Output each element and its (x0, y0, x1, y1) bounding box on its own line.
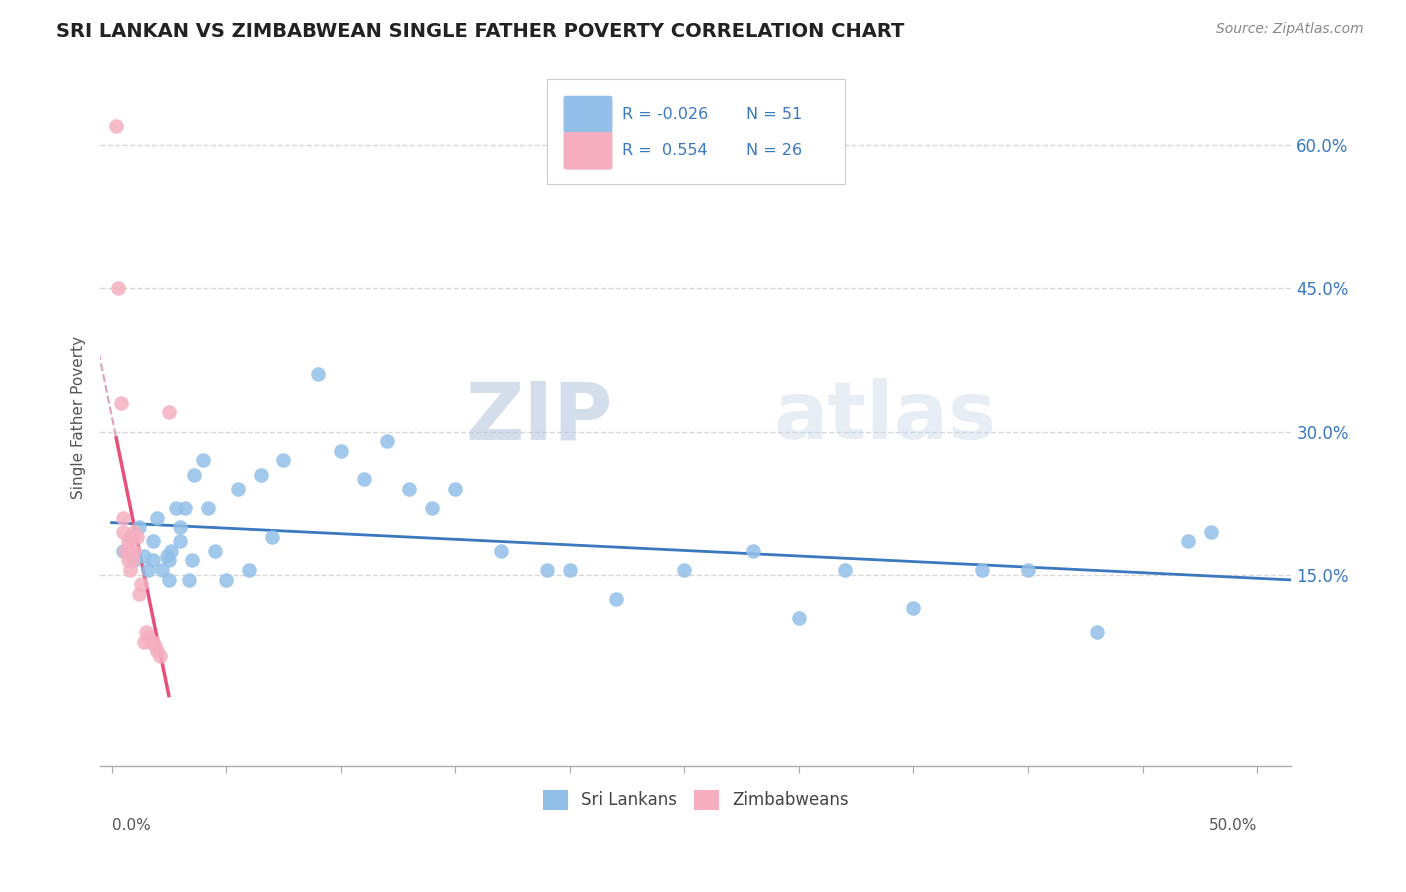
Point (787, 611, 810, 625)
Point (193, 453, 215, 467)
Y-axis label: Single Father Poverty: Single Father Poverty (72, 335, 86, 499)
Point (155, 549, 177, 563)
Point (150, 563, 173, 577)
Point (1085, 625, 1108, 640)
FancyBboxPatch shape (564, 95, 613, 134)
Point (112, 524, 135, 539)
Point (125, 530, 148, 544)
Point (179, 573, 201, 587)
Text: ZIP: ZIP (465, 378, 613, 456)
Point (183, 467, 205, 482)
Point (375, 434, 398, 448)
Point (124, 553, 146, 567)
Point (1017, 563, 1039, 577)
Point (146, 644, 169, 658)
Text: N = 26: N = 26 (745, 144, 801, 158)
Point (834, 563, 856, 577)
Point (142, 634, 165, 648)
Point (238, 563, 260, 577)
Point (110, 396, 132, 410)
Point (273, 453, 295, 467)
Point (121, 530, 143, 544)
Point (1201, 524, 1223, 539)
Text: 50.0%: 50.0% (1209, 818, 1257, 833)
Point (114, 544, 136, 558)
Point (673, 563, 696, 577)
Point (353, 472, 375, 486)
Text: R =  0.554: R = 0.554 (621, 144, 707, 158)
Text: 0.0%: 0.0% (111, 818, 150, 833)
Point (398, 482, 420, 496)
Point (444, 482, 467, 496)
Point (132, 634, 155, 648)
Point (117, 553, 139, 567)
Text: SRI LANKAN VS ZIMBABWEAN SINGLE FATHER POVERTY CORRELATION CHART: SRI LANKAN VS ZIMBABWEAN SINGLE FATHER P… (56, 22, 904, 41)
Point (121, 553, 143, 567)
Point (107, 281, 129, 295)
Point (180, 553, 202, 567)
Point (226, 482, 249, 496)
Text: atlas: atlas (773, 378, 997, 456)
Point (128, 520, 150, 534)
Point (105, 119, 128, 133)
Point (165, 500, 187, 515)
Point (160, 544, 183, 558)
Point (157, 573, 180, 587)
Point (132, 549, 155, 563)
Point (169, 534, 191, 549)
Point (307, 368, 329, 382)
Point (1177, 534, 1199, 549)
Point (118, 530, 141, 544)
Point (118, 544, 141, 558)
Point (169, 520, 191, 534)
Point (420, 500, 443, 515)
Point (149, 648, 172, 663)
Point (112, 544, 135, 558)
Point (136, 630, 159, 644)
Point (117, 534, 139, 549)
Point (139, 634, 162, 648)
Point (124, 544, 146, 558)
FancyBboxPatch shape (564, 132, 613, 169)
Point (142, 534, 165, 549)
Point (536, 563, 558, 577)
Point (197, 500, 219, 515)
Point (260, 530, 283, 544)
Point (124, 524, 146, 539)
Point (135, 625, 157, 640)
Point (118, 563, 141, 577)
Point (329, 443, 352, 458)
Point (131, 577, 153, 591)
Point (142, 553, 165, 567)
Point (215, 573, 238, 587)
Point (136, 563, 159, 577)
Point (605, 591, 627, 606)
Point (742, 544, 765, 558)
Point (204, 544, 226, 558)
Legend: Sri Lankans, Zimbabweans: Sri Lankans, Zimbabweans (536, 783, 855, 817)
Point (903, 601, 925, 615)
Point (174, 500, 197, 515)
Point (489, 544, 512, 558)
Point (143, 640, 166, 654)
Point (558, 563, 581, 577)
Text: R = -0.026: R = -0.026 (621, 107, 709, 122)
Point (157, 405, 180, 419)
FancyBboxPatch shape (547, 79, 845, 184)
Point (112, 510, 135, 524)
Point (249, 467, 271, 482)
Text: N = 51: N = 51 (745, 107, 801, 122)
Point (972, 563, 994, 577)
Point (146, 510, 169, 524)
Point (157, 553, 180, 567)
Point (128, 587, 150, 601)
Text: Source: ZipAtlas.com: Source: ZipAtlas.com (1216, 22, 1364, 37)
